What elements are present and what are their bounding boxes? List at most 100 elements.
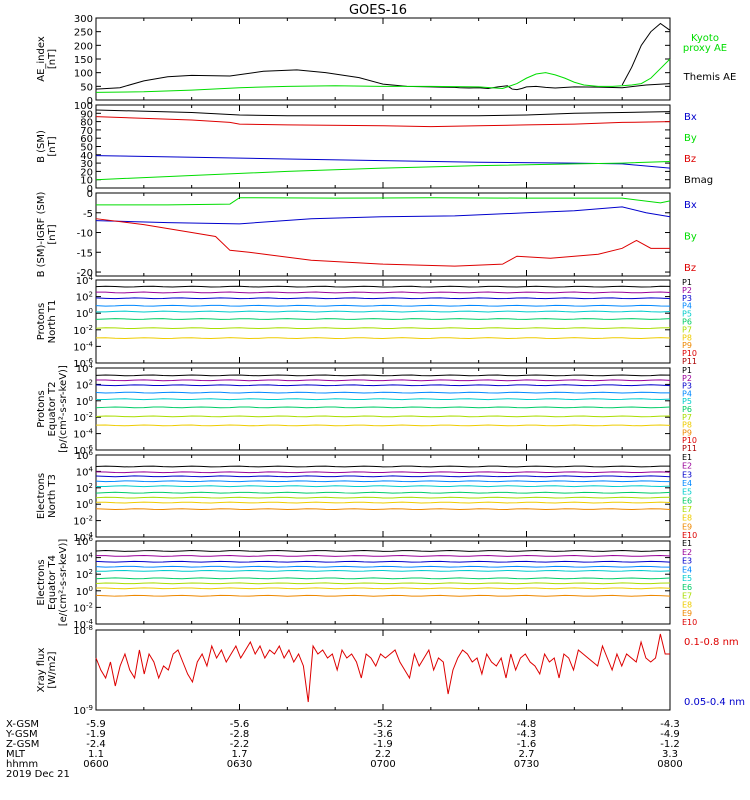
flux-channel-8 [95, 587, 671, 590]
channel-label-p6: P6 [682, 405, 692, 414]
x-axis-value: -1.2 [660, 739, 680, 750]
x-axis-value: -4.9 [660, 729, 680, 740]
channel-label-e2: E2 [682, 548, 692, 557]
x-axis-value: -4.3 [660, 719, 680, 730]
panel-eT4: 106 104 102 100 10-2 10-4 ElectronsEquator T4[… [36, 535, 697, 631]
y-tick-label: -15 [77, 248, 93, 259]
legend: Bx By Bz Bmag [684, 112, 713, 186]
y-tick-label: 0 [87, 96, 93, 107]
channel-label-e6: E6 [682, 583, 692, 592]
flux-channel-3 [95, 560, 671, 563]
channel-label-e10: E10 [682, 531, 697, 540]
y-tick-label: -10 [77, 229, 93, 240]
series-bz [95, 218, 670, 267]
flux-channel-7 [95, 415, 671, 418]
x-axis-value: -5.2 [373, 719, 393, 730]
legend-proxy-ae: proxy AE [683, 43, 727, 54]
channel-label-e2: E2 [682, 462, 692, 471]
channel-label-p3: P3 [682, 382, 692, 391]
y-tick-label: 104 [76, 465, 94, 478]
y-axis-label: ElectronsEquator T4[e/(cm²-s-sr-keV)] [36, 539, 69, 627]
channel-label-p5: P5 [682, 397, 692, 406]
y-axis-label: ProtonsEquator T2[p/(cm²-s-sr-keV)] [36, 365, 69, 453]
x-axis-value: 1.7 [232, 749, 248, 760]
x-axis-value: -1.9 [373, 739, 393, 750]
channel-label-p2: P2 [682, 374, 692, 383]
channel-label-p11: P11 [682, 444, 697, 453]
flux-channel-4 [95, 304, 671, 307]
flux-channel-7 [95, 582, 671, 585]
x-axis-value: -2.2 [230, 739, 250, 750]
channel-label-e7: E7 [682, 592, 692, 601]
legend: 0.1-0.8 nm 0.05-0.4 nm [684, 637, 745, 708]
channel-label-p4: P4 [682, 389, 692, 398]
legend-bmag: Bmag [684, 175, 713, 186]
channel-label-e10: E10 [682, 618, 697, 627]
channel-label-p6: P6 [682, 318, 692, 327]
flux-channel-3 [95, 475, 671, 478]
channel-label-p8: P8 [682, 333, 692, 342]
channel-label-e7: E7 [682, 505, 692, 514]
channel-label-e9: E9 [682, 609, 692, 618]
channel-label-e4: E4 [682, 565, 692, 574]
flux-channel-1 [95, 550, 671, 552]
y-tick-label: 106 [76, 535, 94, 548]
y-tick-label: -5 [83, 209, 93, 220]
y-tick-label: 50 [80, 82, 93, 93]
y-axis-label: ProtonsNorth T1 [36, 300, 58, 344]
flux-channel-6 [95, 491, 671, 494]
x-axis-value: -4.3 [517, 729, 537, 740]
x-axis-value: -3.6 [373, 729, 393, 740]
y-tick-label: 102 [76, 291, 93, 304]
x-axis-value: 0730 [514, 759, 539, 770]
panel-bigrf: -20 -15 -10 -5 0 B (SM)-IGRF (SM)[nT] Bx By Bz [36, 189, 697, 279]
flux-channel-7 [95, 496, 671, 499]
flux-channel-9 [95, 594, 671, 597]
legend-bz: Bz [684, 154, 696, 165]
flux-channel-1 [95, 285, 671, 288]
x-axis-value: -4.8 [517, 719, 537, 730]
y-tick-label: 250 [74, 28, 93, 39]
y-tick-label: 10-4 [73, 428, 93, 441]
channel-label-e3: E3 [682, 557, 692, 566]
flux-channel-9 [95, 508, 671, 511]
flux-channel-7 [95, 327, 671, 330]
y-tick-label: 102 [76, 378, 93, 391]
series-by [95, 160, 671, 181]
x-axis-value: -5.9 [86, 719, 106, 730]
channel-label-e4: E4 [682, 479, 692, 488]
channel-label-e8: E8 [682, 514, 692, 523]
flux-channel-4 [95, 480, 671, 483]
y-tick-label: 100 [76, 585, 93, 598]
y-tick-label: 10-2 [73, 324, 93, 337]
y-tick-label: 70 [80, 126, 93, 137]
panel-ae: 0 50 100 150 200 250 300 AE_index[nT] Kyotoproxy… [36, 14, 736, 107]
channel-label-p1: P1 [682, 366, 692, 375]
flux-channel-6 [95, 406, 671, 409]
y-tick-label: 104 [76, 362, 94, 375]
series-0-1-0-8-nm [95, 633, 670, 703]
y-tick-label: 100 [74, 69, 93, 80]
panel-frame [95, 192, 671, 277]
series-themis-ae [95, 69, 671, 91]
chart-title: GOES-16 [349, 3, 407, 18]
y-tick-label: 90 [80, 109, 93, 120]
channel-label-p1: P1 [682, 278, 692, 287]
y-tick-label: 100 [76, 395, 93, 408]
x-axis-value: -2.8 [230, 729, 250, 740]
x-axis-value: 0630 [227, 759, 252, 770]
flux-channel-8 [95, 501, 671, 504]
x-row-label: MLT [6, 749, 26, 760]
series-themis-ae-late- [621, 22, 671, 86]
y-tick-label: 10-2 [73, 515, 93, 528]
x-axis-value: 0600 [83, 759, 108, 770]
y-tick-label: 100 [74, 101, 93, 112]
y-tick-label: 102 [76, 568, 93, 581]
x-axis-value: 0700 [370, 759, 395, 770]
channel-label-p3: P3 [682, 294, 692, 303]
flux-channel-1 [95, 465, 671, 468]
channel-label-p5: P5 [682, 310, 692, 319]
series-bx [95, 206, 671, 225]
x-row-label: Y-GSM [5, 729, 38, 740]
flux-channel-2 [95, 471, 671, 474]
